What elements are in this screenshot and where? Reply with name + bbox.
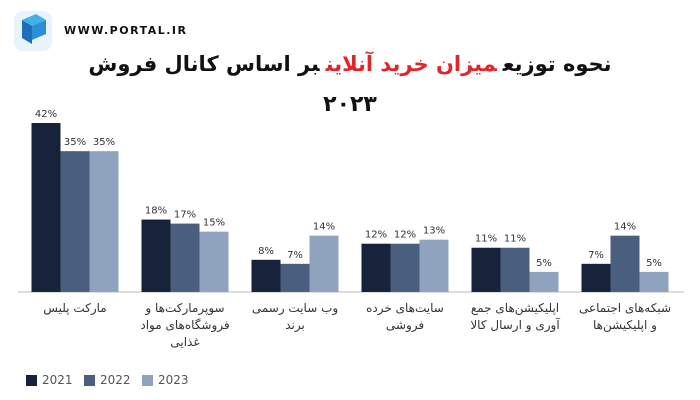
bar xyxy=(419,239,449,292)
value-label: 17% xyxy=(174,210,196,221)
x-tick-label: سایت‌های خرده فروشی xyxy=(366,301,444,332)
logo-icon xyxy=(14,11,52,51)
bar xyxy=(529,271,559,292)
bar xyxy=(170,223,200,292)
x-tick-label: وب سایت رسمی برند xyxy=(251,301,339,332)
title-part: نحوه توزیع xyxy=(502,52,612,76)
bar xyxy=(31,123,61,292)
value-label: 12% xyxy=(394,230,416,241)
bar xyxy=(610,235,640,292)
bar xyxy=(141,219,171,292)
bar xyxy=(390,243,420,292)
legend-swatch xyxy=(84,375,95,386)
value-label: 11% xyxy=(475,234,497,245)
bar xyxy=(500,247,530,292)
bar xyxy=(280,263,310,292)
x-tick-label: مارکت پلیس xyxy=(43,301,107,315)
value-label: 7% xyxy=(588,250,604,261)
x-tick-label: اپلیکیشن‌های جمع آوری و ارسال کالا xyxy=(470,301,560,332)
bar xyxy=(199,231,229,292)
bar xyxy=(581,263,611,292)
value-label: 35% xyxy=(64,137,86,148)
value-label: 35% xyxy=(93,137,115,148)
value-label: 5% xyxy=(536,258,552,269)
x-tick-label: سوپرمارکت‌ها و فروشگاه‌های مواد غذایی xyxy=(140,301,230,349)
legend-label: 2023 xyxy=(158,373,189,387)
title-part: بر اساس کانال فروش xyxy=(88,52,320,76)
bar xyxy=(471,247,501,292)
value-label: 12% xyxy=(365,230,387,241)
value-label: 13% xyxy=(423,226,445,237)
bar xyxy=(309,235,339,292)
legend-label: 2021 xyxy=(42,373,73,387)
legend-label: 2022 xyxy=(100,373,131,387)
bar xyxy=(60,151,90,292)
bar xyxy=(361,243,391,292)
legend-swatch xyxy=(26,375,37,386)
value-label: 15% xyxy=(203,218,225,229)
value-label: 14% xyxy=(614,222,636,233)
legend-swatch xyxy=(142,375,153,386)
logo-text: WWW.PORTAL.IR xyxy=(64,24,188,37)
bar xyxy=(639,271,669,292)
value-label: 8% xyxy=(258,246,274,257)
x-tick-label: شبکه‌های اجتماعی و اپلیکیشن‌ها xyxy=(578,301,672,332)
value-label: 18% xyxy=(145,206,167,217)
value-label: 5% xyxy=(646,258,662,269)
chart-title: نحوه توزیعمیزان خرید آنلاینبر اساس کانال… xyxy=(0,52,700,76)
title-part: میزان خرید آنلاین xyxy=(325,52,497,76)
bar xyxy=(251,259,281,292)
bar xyxy=(89,151,119,292)
value-label: 14% xyxy=(313,222,335,233)
value-label: 42% xyxy=(35,109,57,120)
value-label: 11% xyxy=(504,234,526,245)
value-label: 7% xyxy=(287,250,303,261)
chart-subtitle: ۲۰۲۳ xyxy=(323,92,377,117)
